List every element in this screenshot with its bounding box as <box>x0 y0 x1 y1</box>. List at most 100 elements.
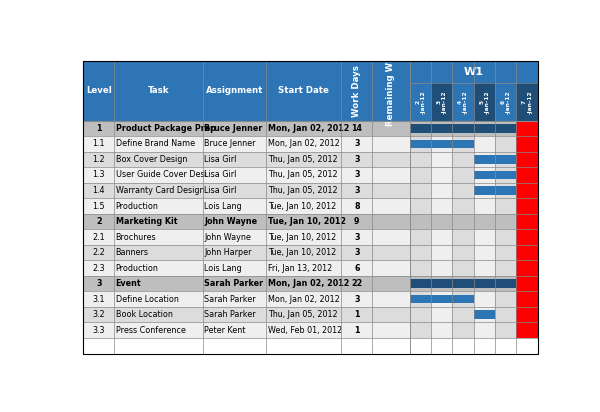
Text: 3: 3 <box>354 171 359 180</box>
Bar <box>431 260 452 276</box>
Text: 9: 9 <box>354 217 359 226</box>
Bar <box>431 136 452 152</box>
Text: 6: 6 <box>354 264 359 273</box>
Bar <box>495 322 517 338</box>
Bar <box>473 245 495 260</box>
Text: Thu, Jan 05, 2012: Thu, Jan 05, 2012 <box>268 310 337 319</box>
Text: 1: 1 <box>96 124 101 133</box>
Bar <box>431 276 452 291</box>
Text: 3: 3 <box>354 155 359 164</box>
Bar <box>473 171 517 179</box>
Text: Tue, Jan 10, 2012: Tue, Jan 10, 2012 <box>268 217 346 226</box>
Bar <box>473 152 495 167</box>
Bar <box>517 338 538 354</box>
Bar <box>83 229 410 245</box>
Text: Lisa Girl: Lisa Girl <box>204 186 236 195</box>
Text: 2.1: 2.1 <box>92 232 105 241</box>
Bar <box>452 152 473 167</box>
Bar <box>495 229 517 245</box>
Bar <box>473 136 495 152</box>
Text: 3.3: 3.3 <box>92 325 105 335</box>
Bar <box>473 310 495 319</box>
Bar <box>410 140 473 148</box>
Bar <box>452 83 473 121</box>
Text: Assignment: Assignment <box>206 86 263 95</box>
Bar <box>517 214 538 229</box>
Bar <box>495 152 517 167</box>
Text: Banners: Banners <box>116 248 149 257</box>
Bar <box>517 322 538 338</box>
Text: Sarah Parker: Sarah Parker <box>204 310 256 319</box>
Bar <box>473 214 495 229</box>
Bar <box>410 152 431 167</box>
Bar <box>431 229 452 245</box>
Bar <box>473 186 517 195</box>
Text: Level: Level <box>86 86 112 95</box>
Text: 22: 22 <box>351 279 362 288</box>
Bar <box>517 276 538 291</box>
Bar <box>83 61 410 121</box>
Bar <box>517 136 538 152</box>
Bar <box>495 167 517 183</box>
Text: 3: 3 <box>354 186 359 195</box>
Bar <box>410 291 431 307</box>
Bar <box>495 183 517 198</box>
Text: 4
-Jan-12: 4 -Jan-12 <box>458 90 468 114</box>
Bar <box>452 276 473 291</box>
Bar <box>431 167 452 183</box>
Bar <box>473 121 495 136</box>
Bar <box>452 260 473 276</box>
Text: Mon, Jan 02, 2012: Mon, Jan 02, 2012 <box>268 279 349 288</box>
Bar <box>431 152 452 167</box>
Bar <box>473 260 495 276</box>
Bar <box>452 291 473 307</box>
Bar <box>473 322 495 338</box>
Bar <box>83 198 410 214</box>
Bar <box>410 121 431 136</box>
Bar <box>452 198 473 214</box>
Text: 3: 3 <box>354 232 359 241</box>
Text: Production: Production <box>116 264 158 273</box>
Text: 1: 1 <box>354 325 359 335</box>
Text: Wed, Feb 01, 2012: Wed, Feb 01, 2012 <box>268 325 342 335</box>
Text: 3: 3 <box>354 295 359 304</box>
Text: 2: 2 <box>96 217 101 226</box>
Bar <box>83 307 410 322</box>
Text: 2
-Jan-12: 2 -Jan-12 <box>415 90 425 114</box>
Bar <box>83 291 410 307</box>
Text: Tue, Jan 10, 2012: Tue, Jan 10, 2012 <box>268 201 336 211</box>
Text: Lois Lang: Lois Lang <box>204 201 242 211</box>
Bar <box>517 291 538 307</box>
Text: Mon, Jan 02, 2012: Mon, Jan 02, 2012 <box>268 124 349 133</box>
Text: 3: 3 <box>354 248 359 257</box>
Text: 1.2: 1.2 <box>92 155 105 164</box>
Text: Book Location: Book Location <box>116 310 173 319</box>
Text: Thu, Jan 05, 2012: Thu, Jan 05, 2012 <box>268 171 337 180</box>
Bar <box>495 338 517 354</box>
Text: Work Days: Work Days <box>352 65 361 117</box>
Text: Sarah Parker: Sarah Parker <box>204 295 256 304</box>
Bar <box>410 322 431 338</box>
Bar <box>495 214 517 229</box>
Bar <box>452 214 473 229</box>
Bar <box>495 291 517 307</box>
Text: John Wayne: John Wayne <box>204 217 257 226</box>
Bar <box>410 279 517 288</box>
Text: 3
-Jan-12: 3 -Jan-12 <box>436 90 447 114</box>
Text: 1: 1 <box>354 310 359 319</box>
Text: Thu, Jan 05, 2012: Thu, Jan 05, 2012 <box>268 155 337 164</box>
Text: Lisa Girl: Lisa Girl <box>204 155 236 164</box>
Bar <box>452 136 473 152</box>
Bar <box>495 121 517 136</box>
Text: Thu, Jan 05, 2012: Thu, Jan 05, 2012 <box>268 186 337 195</box>
Bar <box>431 307 452 322</box>
Text: 6
-Jan-12: 6 -Jan-12 <box>500 90 511 114</box>
Bar <box>410 198 431 214</box>
Bar <box>473 198 495 214</box>
Text: Mon, Jan 02, 2012: Mon, Jan 02, 2012 <box>268 140 340 148</box>
Text: 3: 3 <box>354 140 359 148</box>
Bar <box>495 198 517 214</box>
Text: Sarah Parker: Sarah Parker <box>204 279 263 288</box>
Text: User Guide Cover Desi: User Guide Cover Desi <box>116 171 206 180</box>
Bar <box>410 260 431 276</box>
